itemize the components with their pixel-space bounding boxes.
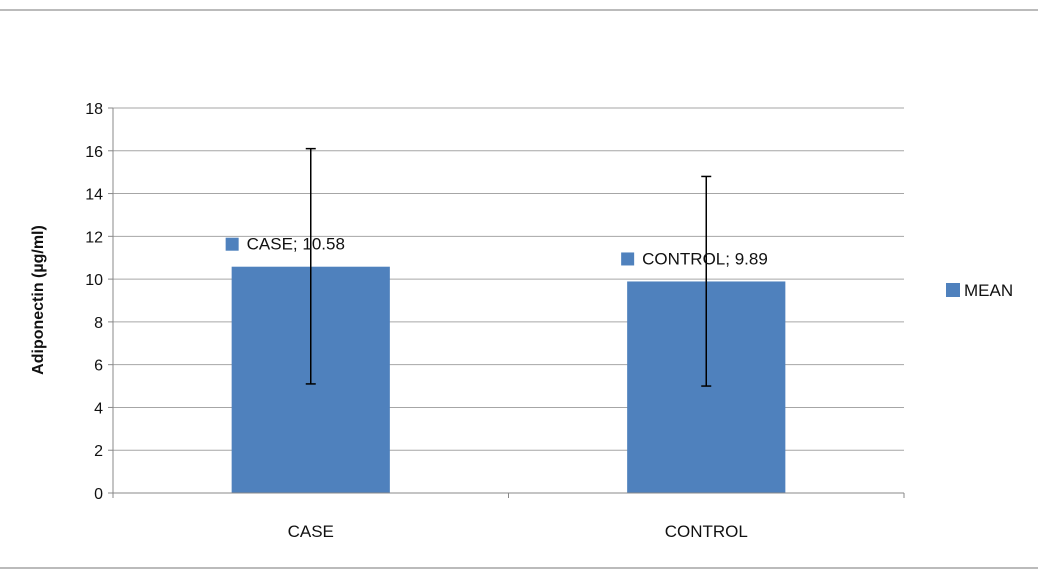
y-tick-label: 12 bbox=[85, 229, 103, 246]
y-axis-label: Adiponectin (µg/ml) bbox=[30, 225, 47, 375]
x-tick-label: CONTROL bbox=[665, 522, 748, 541]
labels: 0 2 4 6 8 10 12 14 16 18 CASE CASE; 10.58 CONTROL CON… bbox=[85, 101, 768, 541]
legend-label: MEAN bbox=[964, 281, 1013, 300]
y-tick-label: 14 bbox=[85, 187, 103, 204]
data-label: CONTROL; 9.89 bbox=[642, 249, 768, 268]
legend-swatch bbox=[946, 283, 960, 297]
y-tick-label: 4 bbox=[94, 400, 103, 417]
x-tick-label: CASE bbox=[288, 522, 334, 541]
bars bbox=[231, 147, 786, 493]
data-label: CASE; 10.58 bbox=[247, 235, 345, 254]
data-label-key bbox=[225, 237, 239, 251]
y-tick-label: 10 bbox=[85, 272, 103, 289]
y-tick-label: 0 bbox=[94, 486, 103, 503]
y-tick-label: 2 bbox=[94, 443, 103, 460]
data-label-key bbox=[621, 252, 635, 266]
legend: MEAN bbox=[946, 281, 1013, 300]
y-tick-label: 18 bbox=[85, 101, 103, 118]
y-tick-label: 6 bbox=[94, 358, 103, 375]
y-tick-label: 8 bbox=[94, 315, 103, 332]
y-tick-label: 16 bbox=[85, 144, 103, 161]
axes bbox=[108, 107, 905, 498]
